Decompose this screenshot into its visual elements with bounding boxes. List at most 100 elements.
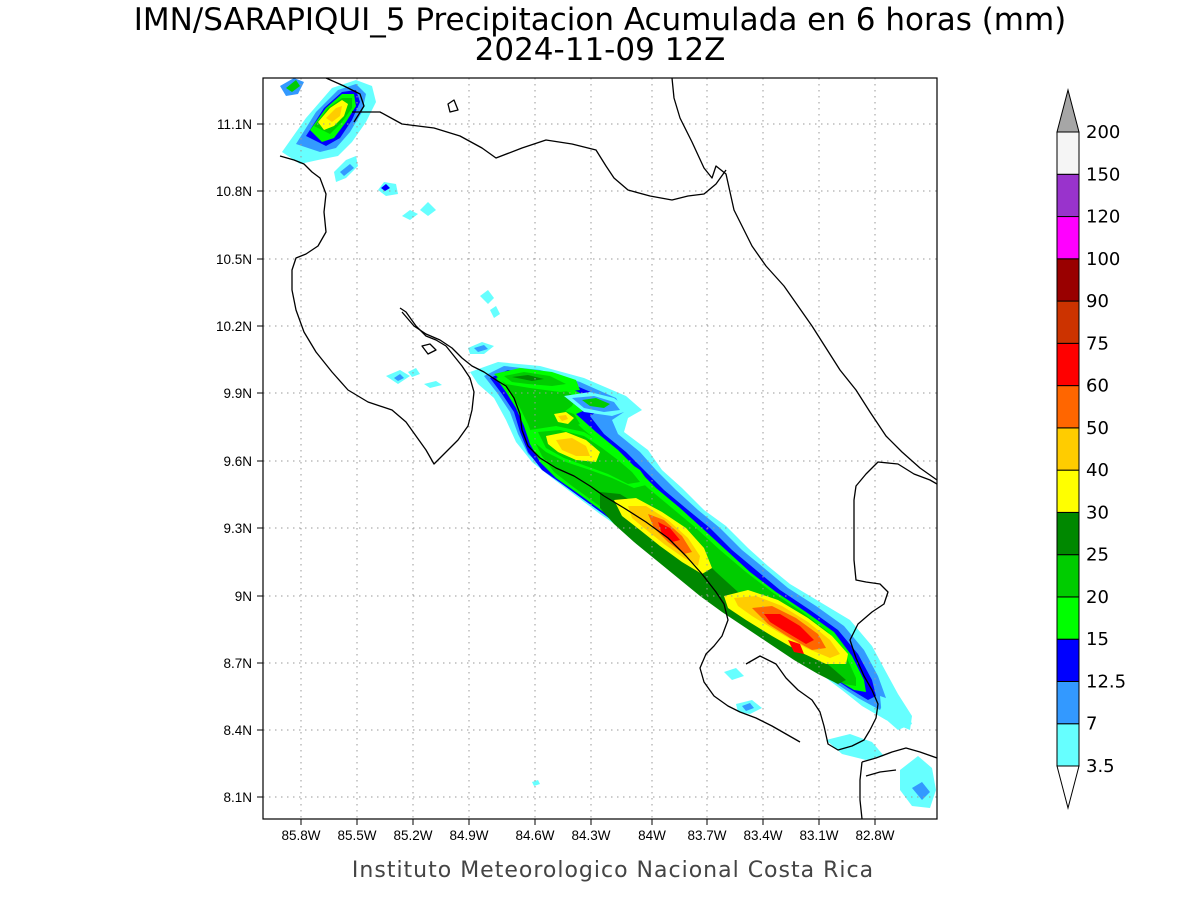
colorbar-label: 20 bbox=[1086, 587, 1109, 608]
colorbar-swatch bbox=[1056, 469, 1080, 513]
lon-tick-label: 85.2W bbox=[393, 828, 432, 843]
precip-small-9 bbox=[408, 368, 420, 377]
precip-small-4 bbox=[420, 202, 436, 216]
lat-tick-label: 10.8N bbox=[216, 184, 252, 199]
colorbar-swatch bbox=[1056, 258, 1080, 302]
osa-peninsula bbox=[745, 655, 871, 751]
colorbar-label: 120 bbox=[1086, 207, 1120, 228]
colorbar-label: 200 bbox=[1086, 122, 1120, 143]
nicaragua-coast-east bbox=[671, 78, 937, 481]
colorbar-swatch bbox=[1056, 596, 1080, 640]
nicaragua-border-north bbox=[352, 111, 727, 201]
precip-mid-orange bbox=[556, 438, 590, 456]
colorbar-label: 40 bbox=[1086, 460, 1109, 481]
footer-credit: Instituto Meteorologico Nacional Costa R… bbox=[352, 858, 874, 883]
colorbar-swatch bbox=[1056, 723, 1080, 767]
panama-coast-south-b bbox=[865, 769, 897, 777]
colorbar-swatch bbox=[1056, 427, 1080, 471]
colorbar-label: 100 bbox=[1086, 249, 1120, 270]
lat-tick-label: 10.5N bbox=[216, 252, 252, 267]
map-subtitle-datetime: 2024-11-09 12Z bbox=[475, 32, 726, 68]
precipitation-field bbox=[280, 78, 936, 808]
precip-small-7b bbox=[474, 345, 488, 352]
pacific-coast-central bbox=[603, 495, 801, 743]
precip-nw-tail-green bbox=[286, 80, 300, 92]
pacific-coast-north bbox=[279, 155, 475, 465]
precip-s-cyan-3 bbox=[826, 734, 884, 760]
colorbar-swatch bbox=[1056, 554, 1080, 598]
san-lucas-island bbox=[421, 343, 437, 355]
colorbar-label: 150 bbox=[1086, 164, 1120, 185]
panama-coast-south bbox=[861, 747, 937, 763]
lat-tick-label: 8.1N bbox=[223, 790, 252, 805]
lat-tick-label: 8.7N bbox=[223, 656, 252, 671]
precip-core2-red bbox=[764, 614, 814, 644]
precip-s-cyan-1 bbox=[724, 668, 744, 680]
colorbar-label: 30 bbox=[1086, 502, 1109, 523]
latitude-axis: 11.1N 10.8N 10.5N 10.2N 9.9N 9.6N 9.3N 9… bbox=[216, 117, 263, 805]
colorbar-swatch bbox=[1056, 638, 1080, 682]
lat-tick-label: 8.4N bbox=[223, 723, 252, 738]
precip-nw-orange bbox=[326, 106, 342, 122]
lat-tick-label: 11.1N bbox=[217, 117, 252, 132]
lon-tick-label: 84.9W bbox=[449, 828, 488, 843]
lon-tick-label: 83.4W bbox=[743, 828, 782, 843]
colorbar-label: 60 bbox=[1086, 376, 1109, 397]
colorbar-swatch bbox=[1056, 385, 1080, 429]
lon-tick-label: 83.1W bbox=[799, 828, 838, 843]
lake-nicaragua-shore bbox=[325, 78, 365, 123]
precip-upper-green-b bbox=[582, 398, 610, 408]
colorbar-label: 12.5 bbox=[1086, 671, 1126, 692]
precip-upper-forest-a bbox=[512, 375, 544, 381]
lat-tick-label: 9.9N bbox=[223, 386, 252, 401]
lon-tick-label: 85.5W bbox=[337, 828, 376, 843]
lat-tick-label: 9N bbox=[235, 589, 252, 604]
map-frame bbox=[262, 77, 938, 820]
precip-small-5 bbox=[480, 290, 494, 304]
longitude-axis: 85.8W 85.5W 85.2W 84.9W 84.6W 84.3W 84W … bbox=[281, 819, 895, 843]
colorbar-swatch bbox=[1056, 131, 1080, 175]
map-title: IMN/SARAPIQUI_5 Precipitacion Acumulada … bbox=[134, 2, 1067, 38]
precip-core2-red-b bbox=[788, 640, 804, 654]
lon-tick-label: 83.7W bbox=[687, 828, 726, 843]
nicoya-gulf-inner bbox=[401, 311, 605, 497]
precip-s-blue-2 bbox=[742, 703, 754, 711]
panama-border bbox=[849, 461, 937, 731]
precip-s-cyan-6 bbox=[532, 780, 540, 786]
map-graticule bbox=[263, 78, 937, 819]
colorbar-swatch bbox=[1056, 300, 1080, 344]
colorbar-label: 7 bbox=[1086, 714, 1097, 735]
precip-s-blue-5 bbox=[912, 782, 930, 800]
colorbar-swatch bbox=[1056, 216, 1080, 260]
colorbar-label: 90 bbox=[1086, 291, 1109, 312]
precip-small-3 bbox=[402, 210, 418, 220]
lon-tick-label: 84W bbox=[638, 828, 666, 843]
coastlines-and-borders bbox=[279, 78, 937, 819]
lon-tick-label: 84.3W bbox=[571, 828, 610, 843]
colorbar-swatch bbox=[1056, 511, 1080, 556]
precip-small-1b bbox=[340, 164, 354, 176]
colorbar-label: 75 bbox=[1086, 333, 1109, 354]
colorbar-label: 50 bbox=[1086, 418, 1109, 439]
colorbar-swatch bbox=[1056, 680, 1080, 725]
colorbar-label: 25 bbox=[1086, 545, 1109, 566]
precip-small-8b bbox=[394, 374, 404, 381]
lon-tick-label: 82.8W bbox=[855, 828, 894, 843]
colorbar-swatch bbox=[1056, 342, 1080, 387]
colorbar-over-arrow bbox=[1056, 88, 1080, 133]
precip-upper-orange-c bbox=[558, 415, 568, 421]
lat-tick-label: 9.3N bbox=[223, 521, 252, 536]
precip-s-cyan-4 bbox=[880, 696, 912, 730]
lon-tick-label: 84.6W bbox=[515, 828, 554, 843]
lat-tick-label: 9.6N bbox=[223, 454, 252, 469]
colorbar-legend: 3.5 7 12.5 15 20 25 30 40 50 60 75 90 100 120 150 200 bbox=[1056, 88, 1126, 810]
lake-island bbox=[447, 99, 459, 113]
colorbar-swatch bbox=[1056, 173, 1080, 218]
precip-core1-red bbox=[658, 522, 680, 542]
burica-peninsula bbox=[859, 761, 863, 819]
colorbar-under-arrow bbox=[1056, 765, 1080, 810]
colorbar-label: 3.5 bbox=[1086, 756, 1115, 777]
lat-tick-label: 10.2N bbox=[216, 319, 252, 334]
precip-small-10 bbox=[424, 381, 442, 388]
